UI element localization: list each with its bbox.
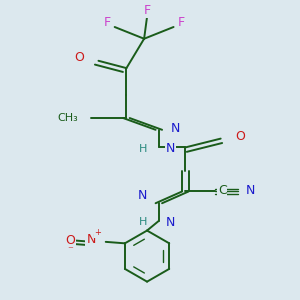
Text: +: + — [94, 228, 101, 237]
Text: N: N — [171, 122, 180, 135]
Text: CH₃: CH₃ — [57, 113, 78, 123]
Text: N: N — [138, 189, 147, 203]
Text: O: O — [65, 234, 75, 247]
Text: H: H — [139, 144, 147, 154]
Text: F: F — [104, 16, 111, 29]
Text: F: F — [177, 16, 184, 29]
Text: O: O — [74, 51, 84, 64]
Text: N: N — [245, 184, 255, 196]
Text: ⁻: ⁻ — [68, 246, 73, 256]
Text: N: N — [86, 233, 96, 246]
Text: O: O — [235, 130, 245, 143]
Text: F: F — [143, 4, 151, 17]
Text: N: N — [166, 216, 175, 229]
Text: C: C — [218, 184, 226, 196]
Text: H: H — [139, 217, 147, 227]
Text: N: N — [166, 142, 175, 155]
